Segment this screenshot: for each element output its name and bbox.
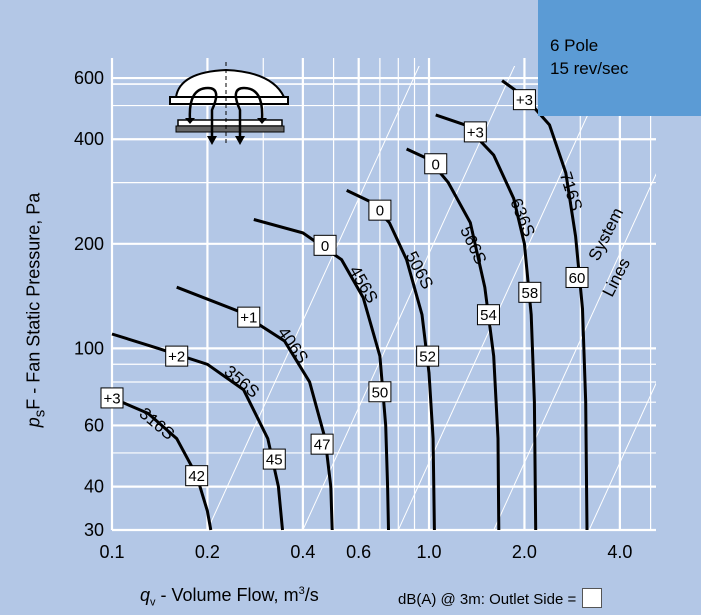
fan-curve-356S: [111, 332, 284, 531]
pitch-label-box: [165, 345, 189, 367]
speed-info-box: 6 Pole 15 rev/sec: [538, 0, 701, 116]
x-tick-label: 0.1: [99, 542, 124, 562]
noise-db-label: 58: [522, 285, 539, 302]
pitch-label-box: [313, 234, 337, 256]
curve-label: 316S: [136, 404, 179, 444]
x-axis-text: - Volume Flow, m: [155, 585, 299, 605]
noise-db-label: 42: [188, 468, 205, 485]
pitch-label: +3: [467, 124, 484, 141]
footnote-text: dB(A) @ 3m: Outlet Side =: [398, 591, 577, 608]
pitch-label: 0: [432, 156, 440, 173]
noise-db-label: 50: [372, 384, 389, 401]
x-axis-suffix: /s: [304, 585, 319, 605]
noise-db-label: 60: [569, 270, 586, 287]
fan-curve-456S: [253, 218, 390, 531]
curve-label: 636S: [506, 195, 538, 239]
curve-label: 456S: [345, 263, 381, 307]
pitch-label-box: [368, 199, 392, 221]
curve-label: 406S: [274, 324, 312, 367]
pitch-label-box: [100, 387, 124, 409]
pitch-label: +2: [168, 349, 185, 366]
y-tick-label: 100: [74, 338, 104, 358]
x-tick-label: 4.0: [607, 542, 632, 562]
pitch-label: 0: [321, 238, 329, 255]
roof-fan-icon: [169, 62, 289, 145]
y-axis-title: psF - Fan Static Pressure, Pa: [24, 193, 49, 428]
system-line: [206, 66, 420, 530]
outlet-side-legend-box: [582, 588, 603, 608]
noise-db-label: 54: [480, 307, 497, 324]
y-axis-symbol: p: [23, 417, 44, 428]
curve-label: 506S: [402, 248, 437, 292]
pitch-label: 0: [376, 203, 384, 220]
noise-db-label-box: [518, 281, 542, 303]
x-axis-title: qv - Volume Flow, m3/s: [140, 585, 319, 609]
y-tick-label: 30: [84, 520, 104, 540]
noise-db-label-box: [368, 381, 392, 403]
system-line: [302, 66, 516, 530]
noise-db-label-box: [310, 433, 334, 455]
x-tick-label: 0.4: [290, 542, 315, 562]
noise-db-label-box: [476, 304, 500, 326]
x-axis-subscript: v: [150, 596, 156, 609]
curve-label: 716S: [556, 170, 586, 214]
y-tick-label: 60: [84, 415, 104, 435]
pitch-label-box: [512, 89, 536, 111]
curve-label: 566S: [456, 223, 490, 267]
noise-db-label-box: [565, 266, 589, 288]
pitch-label: +1: [240, 310, 257, 327]
x-axis-superscript: 3: [298, 585, 305, 597]
x-tick-label: 1.0: [417, 542, 442, 562]
pitch-label-box: [463, 121, 487, 143]
system-lines-label: Lines: [599, 255, 634, 300]
x-tick-label: 2.0: [512, 542, 537, 562]
y-tick-label: 200: [74, 234, 104, 254]
pitch-label: +3: [103, 390, 120, 407]
y-axis-subscript: s: [31, 409, 49, 418]
noise-db-label-box: [185, 465, 209, 487]
pitch-label: +3: [516, 92, 533, 109]
system-line: [493, 173, 656, 530]
y-axis-text: F - Fan Static Pressure, Pa: [23, 192, 44, 410]
x-tick-label: 0.6: [346, 542, 371, 562]
noise-db-label: 52: [419, 349, 436, 366]
y-tick-label: 40: [84, 477, 104, 497]
info-speed: 15 rev/sec: [550, 59, 629, 78]
fan-curve-316S: [111, 396, 213, 531]
pitch-label-box: [424, 153, 448, 175]
x-axis-symbol: q: [140, 585, 151, 605]
noise-db-label: 47: [314, 437, 331, 454]
noise-db-label-box: [262, 448, 286, 470]
noise-db-label-box: [416, 345, 440, 367]
noise-db-label: 45: [266, 452, 283, 469]
noise-footnote: dB(A) @ 3m: Outlet Side =: [398, 588, 603, 608]
fan-curve-716S: [501, 79, 589, 531]
y-tick-label: 400: [74, 129, 104, 149]
y-tick-label: 600: [74, 68, 104, 88]
x-tick-label: 0.2: [195, 542, 220, 562]
info-pole: 6 Pole: [550, 36, 599, 55]
pitch-label-box: [237, 306, 261, 328]
